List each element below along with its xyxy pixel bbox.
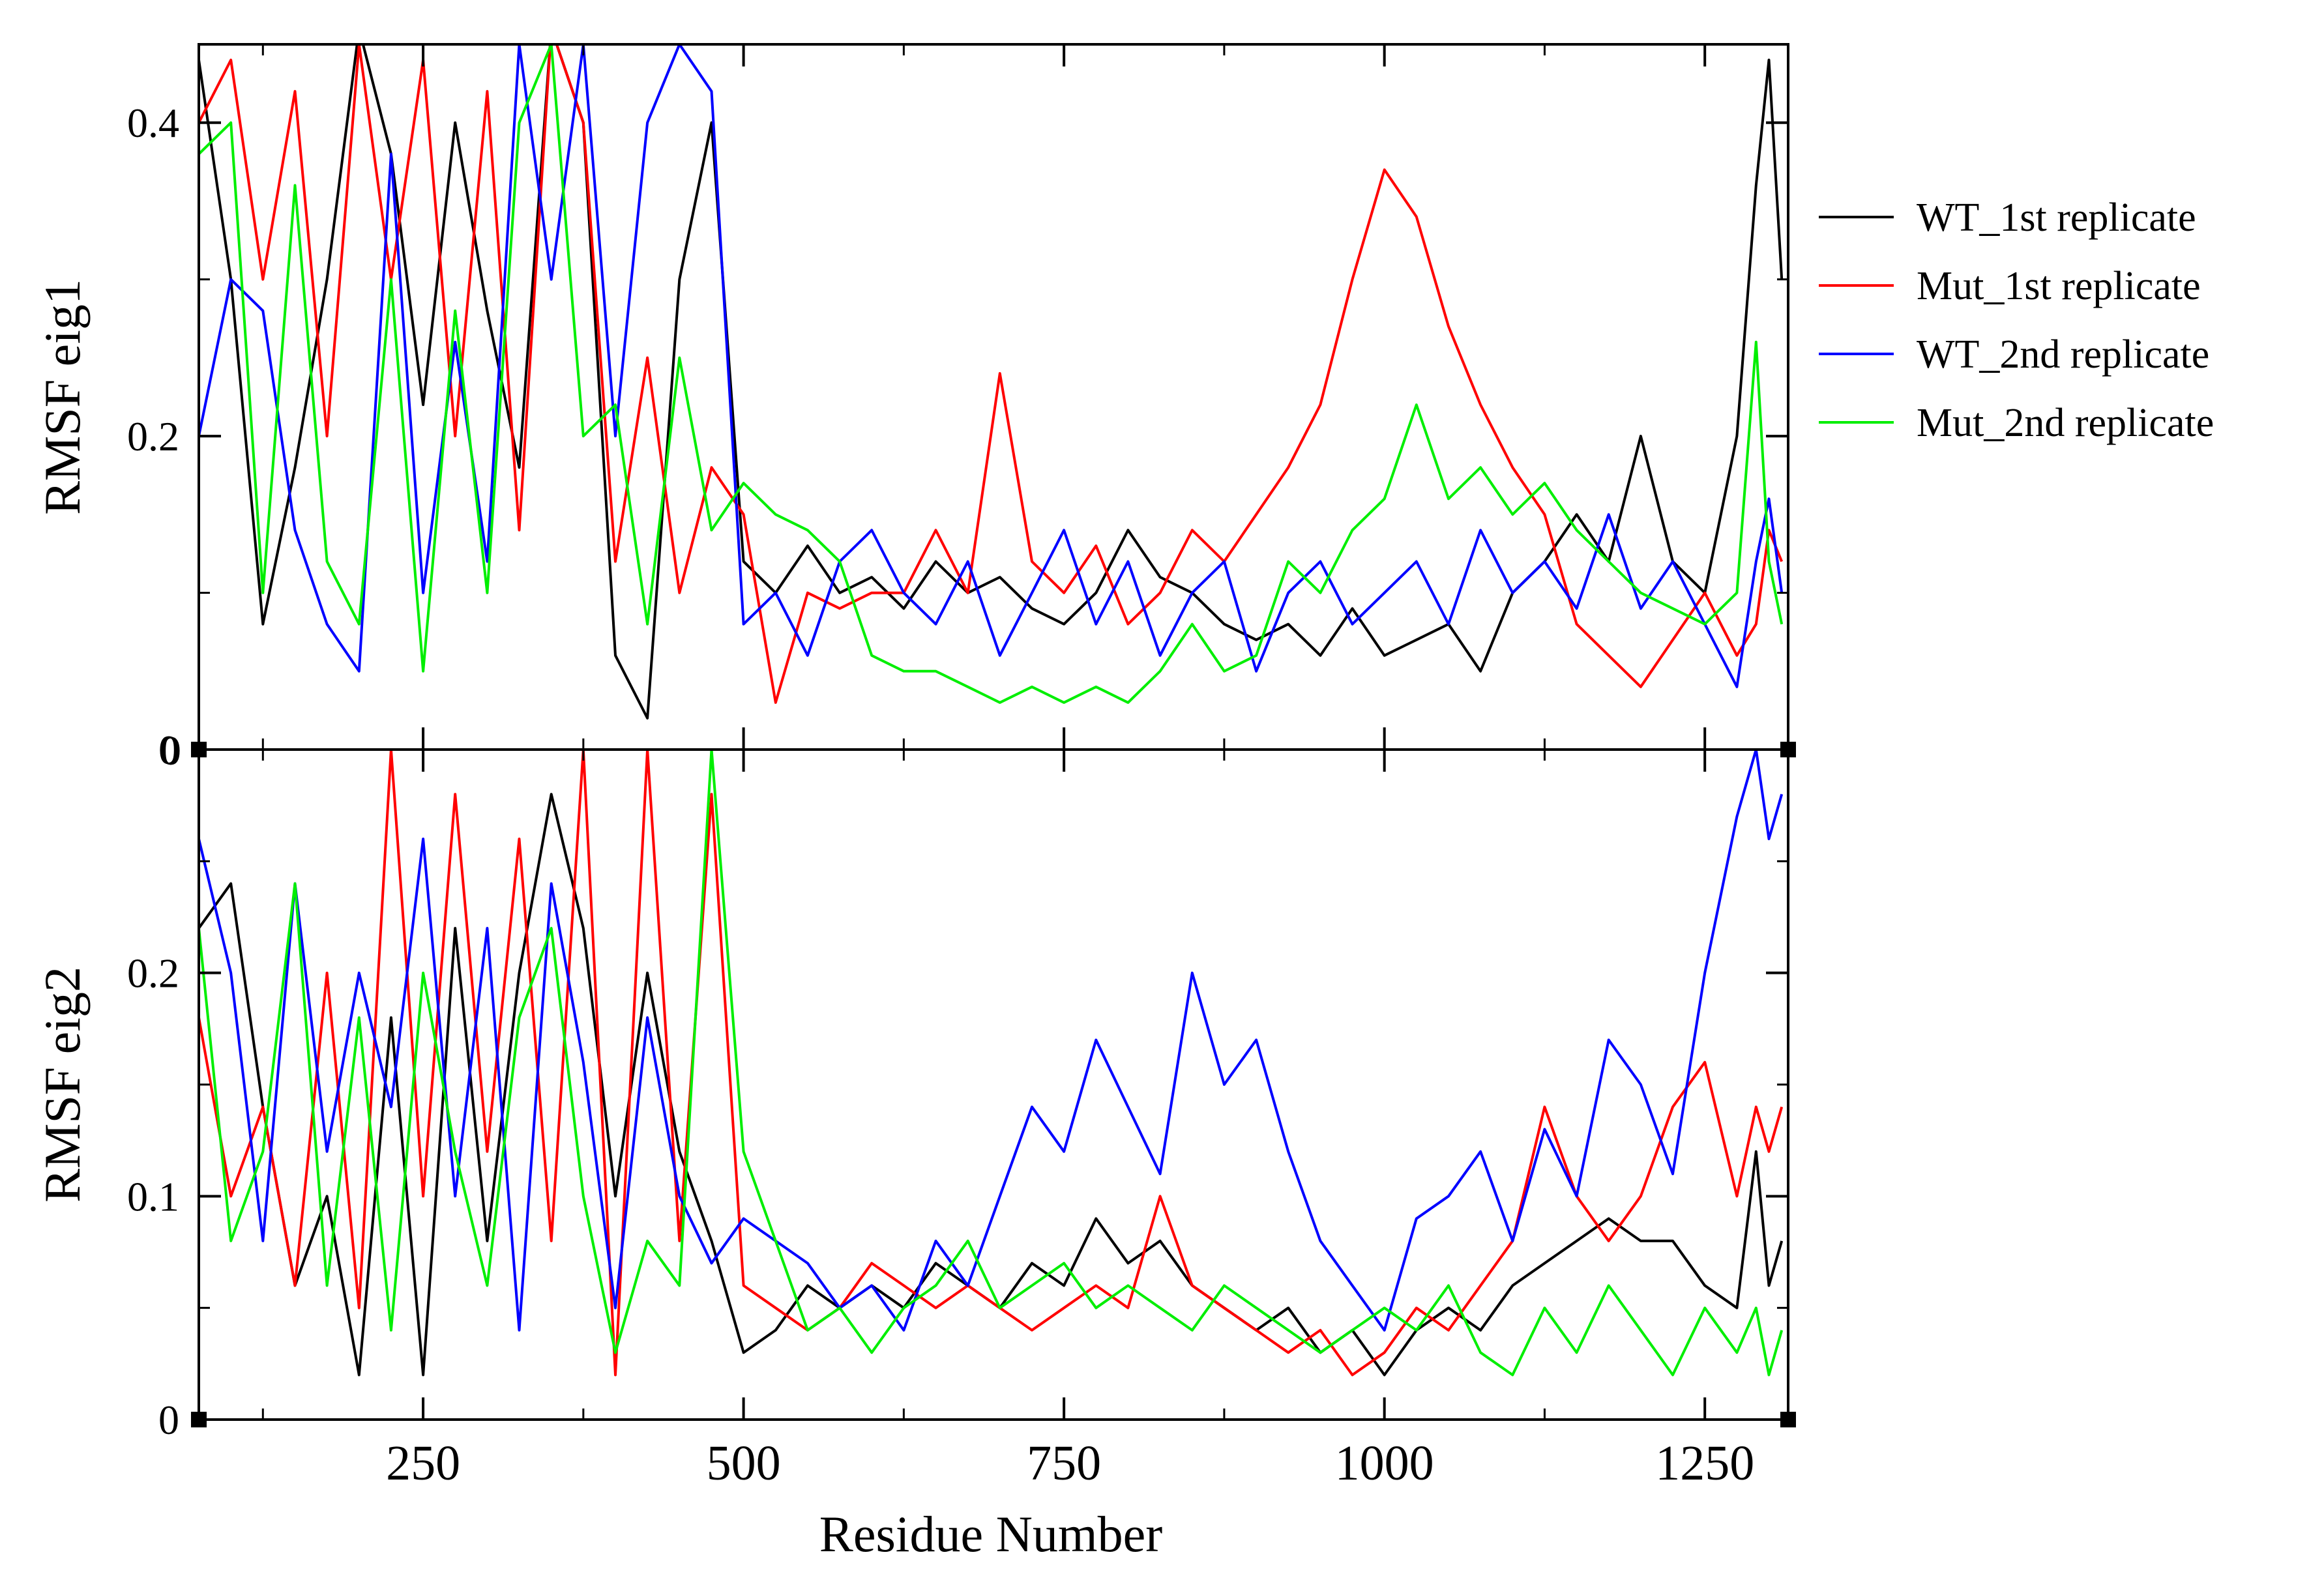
corner-markers xyxy=(191,742,1796,1427)
bottom-y-tick-label: 0.1 xyxy=(127,1173,179,1219)
bottom-y-axis-title: RMSF eig2 xyxy=(34,967,91,1203)
x-tick-label: 250 xyxy=(386,1436,460,1491)
corner-marker xyxy=(1780,1412,1796,1427)
corner-marker xyxy=(191,1412,207,1427)
bottom-top-zero-label: 0 xyxy=(160,727,181,774)
bottom-y-tick-label: 0.2 xyxy=(127,950,179,997)
top-y-tick-label: 0.4 xyxy=(127,100,179,146)
legend-item-wt-1st: WT_1st replicate xyxy=(1819,196,2196,240)
top-y-axis-title: RMSF eig1 xyxy=(34,279,91,515)
bottom-plot-frame xyxy=(198,748,1789,1421)
legend-item-mut-1st: Mut_1st replicate xyxy=(1819,264,2201,308)
top-y-tick-label: 0.2 xyxy=(127,413,179,460)
x-tick-label: 750 xyxy=(1027,1436,1101,1491)
top-series-group xyxy=(199,44,1784,720)
bottom-series-wt-1st-replicate xyxy=(199,793,1784,1377)
bottom-y-tick-labels: 0 0.1 0.2 xyxy=(127,950,179,1443)
legend-label-wt-1st: WT_1st replicate xyxy=(1917,196,2196,240)
legend-item-wt-2nd: WT_2nd replicate xyxy=(1819,332,2209,377)
bottom-series-mut-1st-replicate xyxy=(199,750,1784,1377)
x-axis-title: Residue Number xyxy=(819,1506,1162,1562)
top-series-wt-1st-replicate xyxy=(199,44,1784,720)
top-y-tick-label: 0 xyxy=(158,727,179,773)
x-tick-label: 1250 xyxy=(1655,1436,1754,1491)
corner-marker xyxy=(1780,742,1796,757)
bottom-y-tick-label: 0 xyxy=(158,1397,179,1443)
legend-label-mut-2nd: Mut_2nd replicate xyxy=(1917,401,2214,445)
legend: WT_1st replicate Mut_1st replicate WT_2n… xyxy=(1819,196,2214,445)
top-series-mut-2nd-replicate xyxy=(199,44,1784,704)
legend-label-mut-1st: Mut_1st replicate xyxy=(1917,264,2201,308)
bottom-series-mut-2nd-replicate xyxy=(199,750,1784,1377)
corner-marker xyxy=(191,742,207,757)
top-panel: 0 0.2 0.4 RMSF eig1 xyxy=(34,43,1789,773)
x-tick-label: 500 xyxy=(707,1436,781,1491)
bottom-series-group xyxy=(199,750,1784,1377)
legend-label-wt-2nd: WT_2nd replicate xyxy=(1917,332,2209,377)
top-y-tick-labels: 0 0.2 0.4 xyxy=(127,100,179,773)
legend-item-mut-2nd: Mut_2nd replicate xyxy=(1819,401,2214,445)
bottom-x-tick-labels: 250 500 750 1000 1250 xyxy=(386,1436,1754,1491)
x-tick-label: 1000 xyxy=(1335,1436,1434,1491)
bottom-series-wt-2nd-replicate xyxy=(199,750,1784,1332)
top-series-mut-1st-replicate xyxy=(199,44,1784,704)
bottom-panel: 0 0.1 0.2 250 500 750 1000 1250 0 RMSF eig2 Re… xyxy=(34,727,1789,1562)
